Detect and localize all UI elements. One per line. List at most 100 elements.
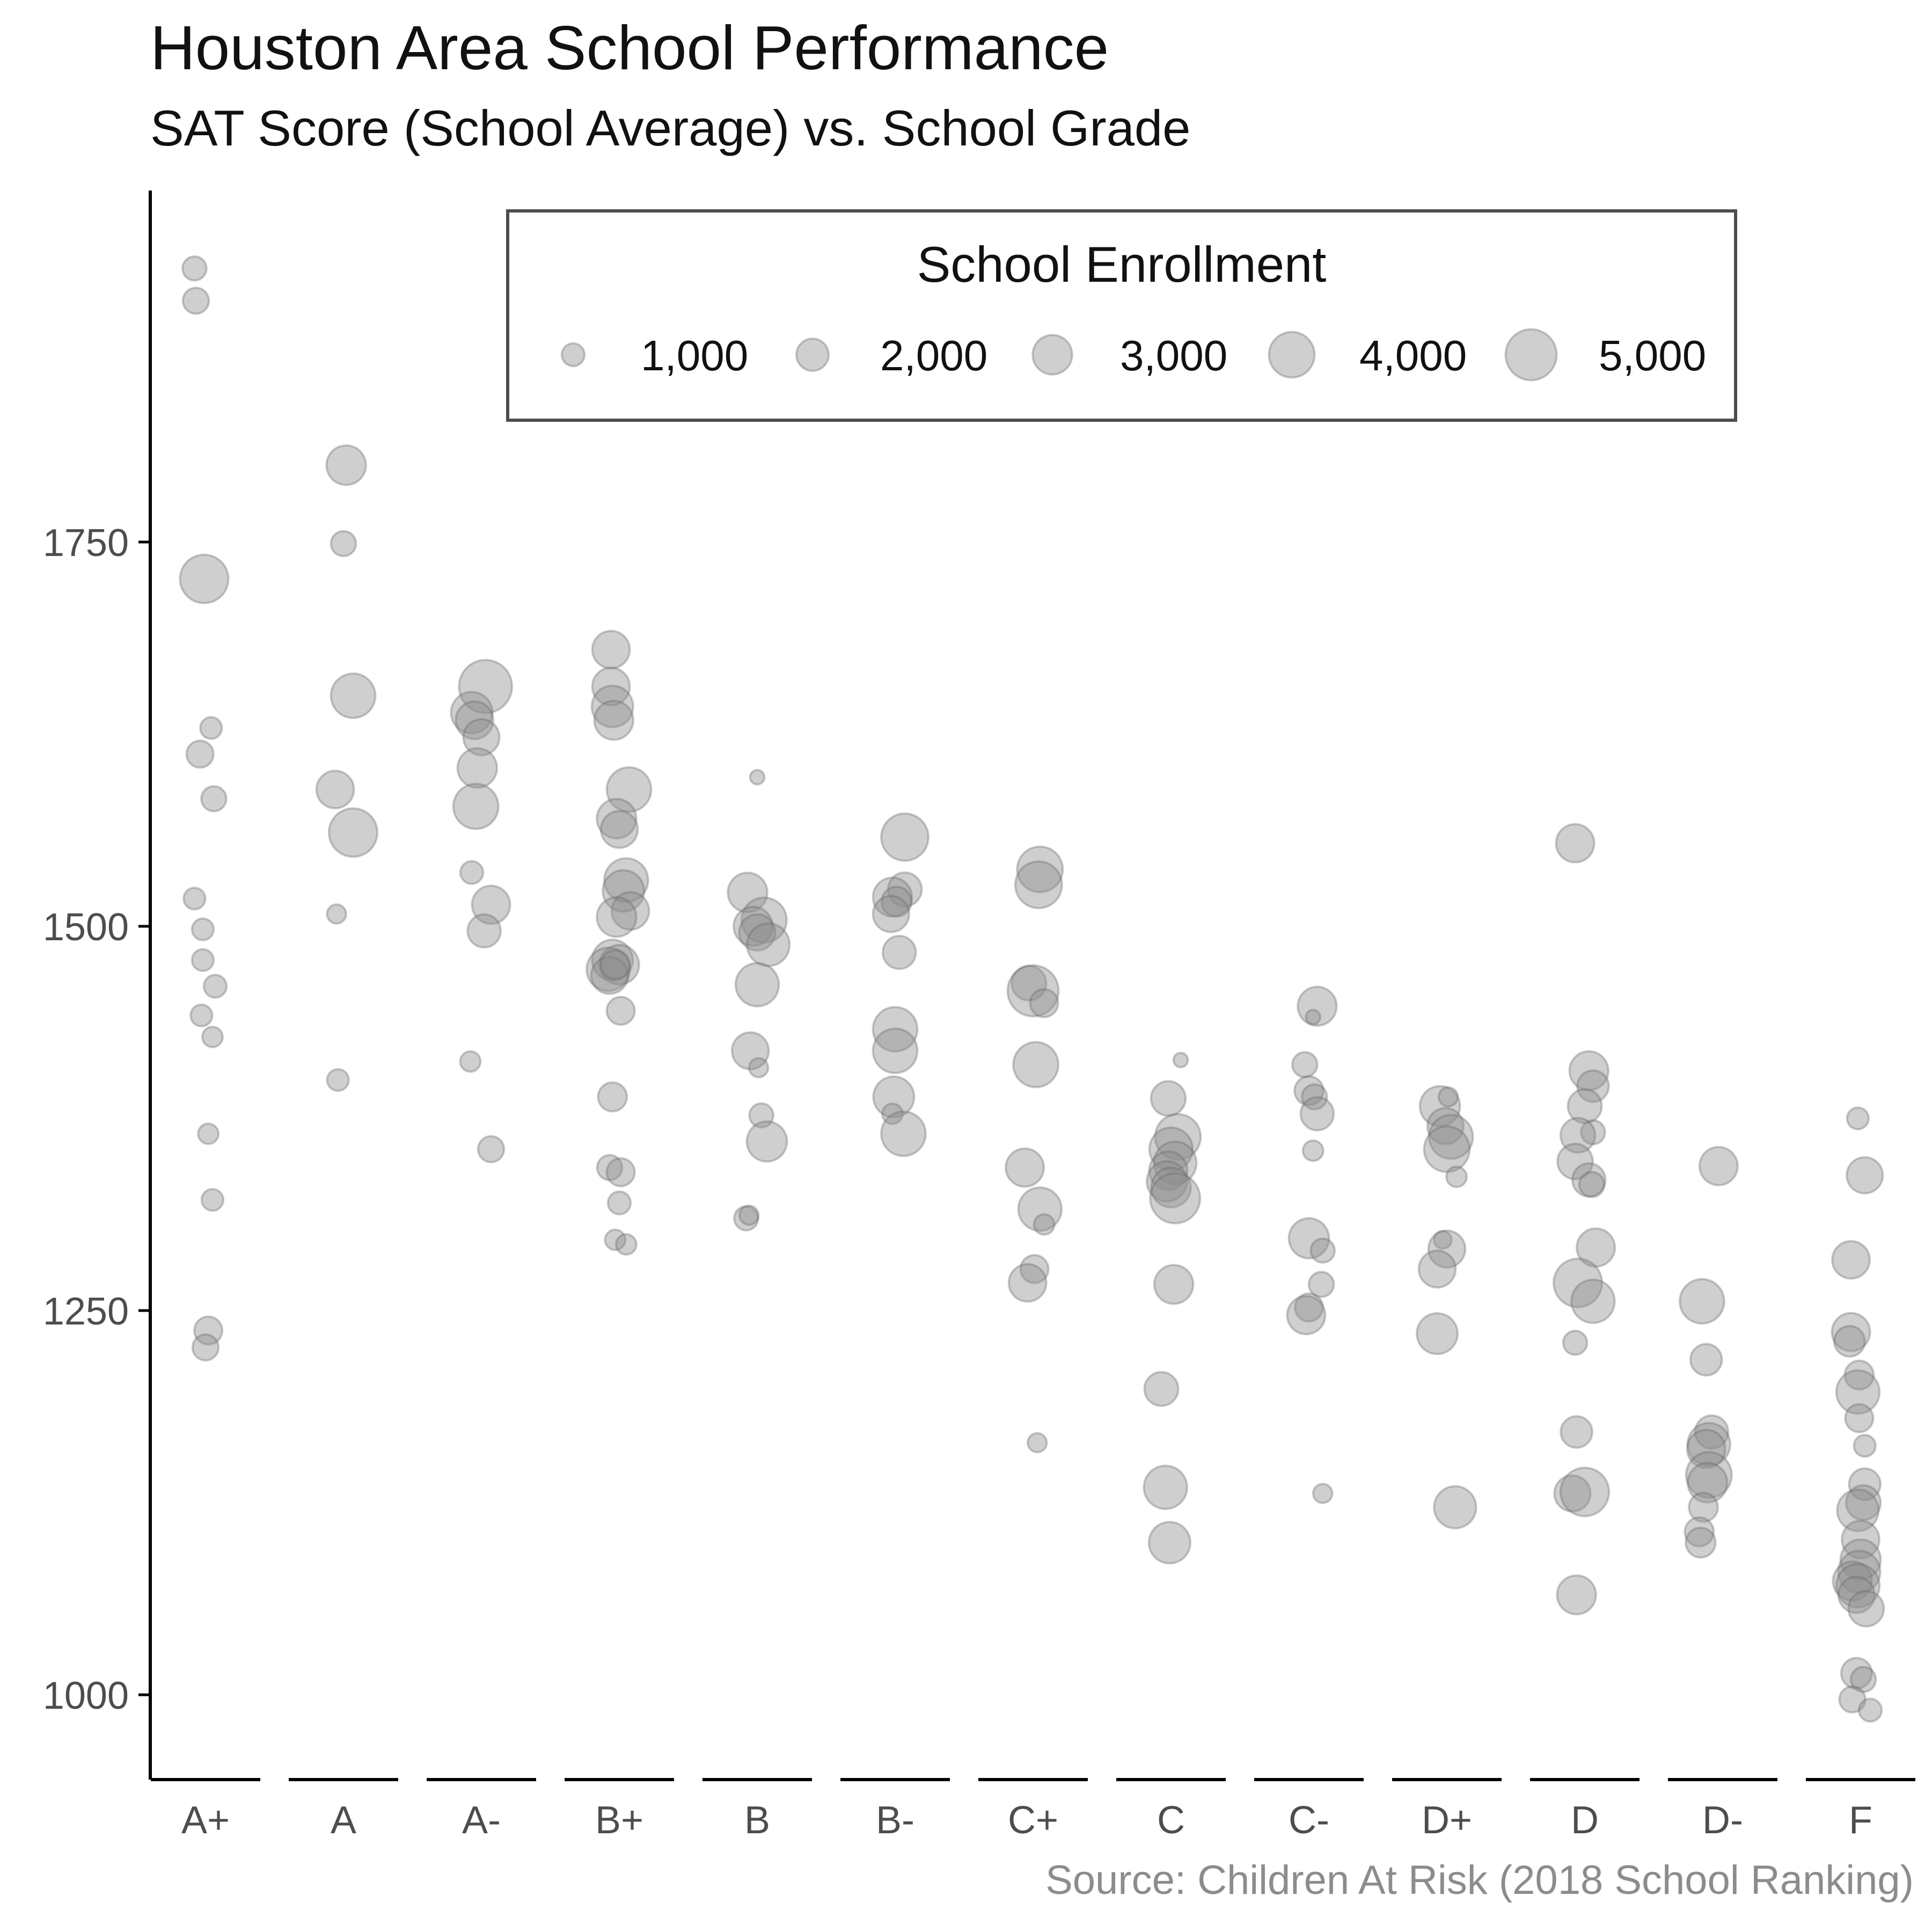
legend-key (795, 338, 830, 372)
data-point (1293, 1075, 1324, 1107)
data-point (872, 1075, 916, 1118)
data-point (1286, 1295, 1327, 1336)
x-tick-label: D+ (1422, 1799, 1472, 1842)
legend: School Enrollment 1,000 2,000 3,000 4,000 5,0… (506, 209, 1737, 422)
data-point (605, 996, 636, 1026)
x-tick-label: A- (462, 1799, 501, 1842)
data-point (1686, 1462, 1729, 1504)
data-point (456, 747, 499, 789)
y-tick-label: 1250 (43, 1290, 129, 1333)
data-point (1698, 1146, 1739, 1187)
data-point (462, 718, 501, 757)
data-point (1297, 985, 1338, 1027)
data-point (1153, 1140, 1198, 1185)
data-point (1837, 1576, 1876, 1614)
data-point (1426, 1107, 1465, 1145)
data-point (1685, 1526, 1717, 1559)
data-point (1836, 1488, 1880, 1532)
data-point (593, 700, 634, 741)
x-tick-label: F (1849, 1799, 1872, 1842)
data-point (881, 1102, 904, 1125)
data-point (733, 1205, 759, 1232)
data-point (326, 1068, 350, 1092)
data-point (1837, 1549, 1882, 1594)
data-point (748, 1057, 770, 1079)
data-point (1556, 1143, 1594, 1181)
data-point (1312, 1483, 1334, 1504)
data-point (597, 1081, 628, 1113)
data-point (1006, 964, 1060, 1018)
data-point (185, 740, 215, 769)
data-point (1560, 1415, 1593, 1449)
data-point (880, 1110, 927, 1158)
data-point (1556, 1574, 1597, 1616)
data-point (1307, 1271, 1335, 1298)
data-point (327, 807, 379, 858)
data-point (590, 684, 634, 729)
data-point (740, 896, 788, 944)
data-point (738, 1204, 760, 1226)
data-point (1026, 1432, 1048, 1454)
data-point (1559, 1117, 1597, 1154)
data-point (189, 1003, 214, 1028)
data-point (880, 812, 930, 862)
data-point (201, 1026, 224, 1049)
data-point (182, 887, 207, 911)
data-point (591, 667, 631, 707)
data-point (1576, 1227, 1616, 1268)
data-point (181, 255, 208, 282)
data-point (745, 922, 791, 968)
data-point (1576, 1069, 1610, 1103)
x-tick-label: C+ (1008, 1799, 1058, 1842)
data-point (1845, 1484, 1882, 1521)
data-point (1291, 1051, 1319, 1079)
data-point (1014, 860, 1063, 910)
data-point (1835, 1369, 1881, 1415)
legend-label: 3,000 (1120, 332, 1227, 379)
legend-label: 5,000 (1599, 332, 1706, 379)
data-point (315, 770, 355, 809)
data-point (1840, 1657, 1873, 1690)
data-point (1570, 1278, 1616, 1324)
data-point (1301, 1139, 1324, 1162)
data-point (1857, 1697, 1883, 1723)
data-point (1684, 1516, 1715, 1548)
data-point (1831, 1240, 1871, 1280)
data-point (1445, 1165, 1468, 1188)
data-point (1005, 1147, 1045, 1188)
data-point (734, 962, 780, 1008)
data-point (1848, 1467, 1882, 1501)
data-point (599, 810, 639, 849)
data-point (193, 1315, 224, 1346)
data-point (1689, 1343, 1723, 1377)
legend-key (1268, 331, 1316, 379)
data-point (1838, 1685, 1867, 1714)
data-point (1309, 1238, 1336, 1264)
data-point (459, 1050, 482, 1073)
data-point (1844, 1403, 1875, 1433)
data-point (1849, 1666, 1877, 1693)
data-point (1148, 1126, 1194, 1172)
data-point (1835, 1563, 1881, 1608)
data-point (610, 891, 650, 931)
chart-title: Houston Area School Performance (150, 13, 1109, 83)
legend-key (1031, 334, 1073, 376)
data-point (326, 903, 347, 925)
x-tick-label: C- (1289, 1799, 1329, 1842)
data-point (1012, 1041, 1060, 1088)
data-point (1417, 1249, 1457, 1289)
data-point (1843, 1359, 1875, 1391)
legend-title: School Enrollment (917, 236, 1327, 292)
data-point (606, 1190, 632, 1216)
x-tick-label: D (1571, 1799, 1599, 1842)
data-point (887, 871, 923, 908)
data-point (1555, 823, 1596, 863)
data-point (466, 913, 502, 949)
data-point (1686, 1422, 1732, 1467)
data-point (591, 939, 634, 982)
data-point (1418, 1085, 1461, 1128)
x-tick-label: B+ (595, 1799, 643, 1842)
data-point (596, 797, 638, 840)
data-point (1580, 1119, 1606, 1146)
legend-label: 4,000 (1359, 332, 1467, 379)
